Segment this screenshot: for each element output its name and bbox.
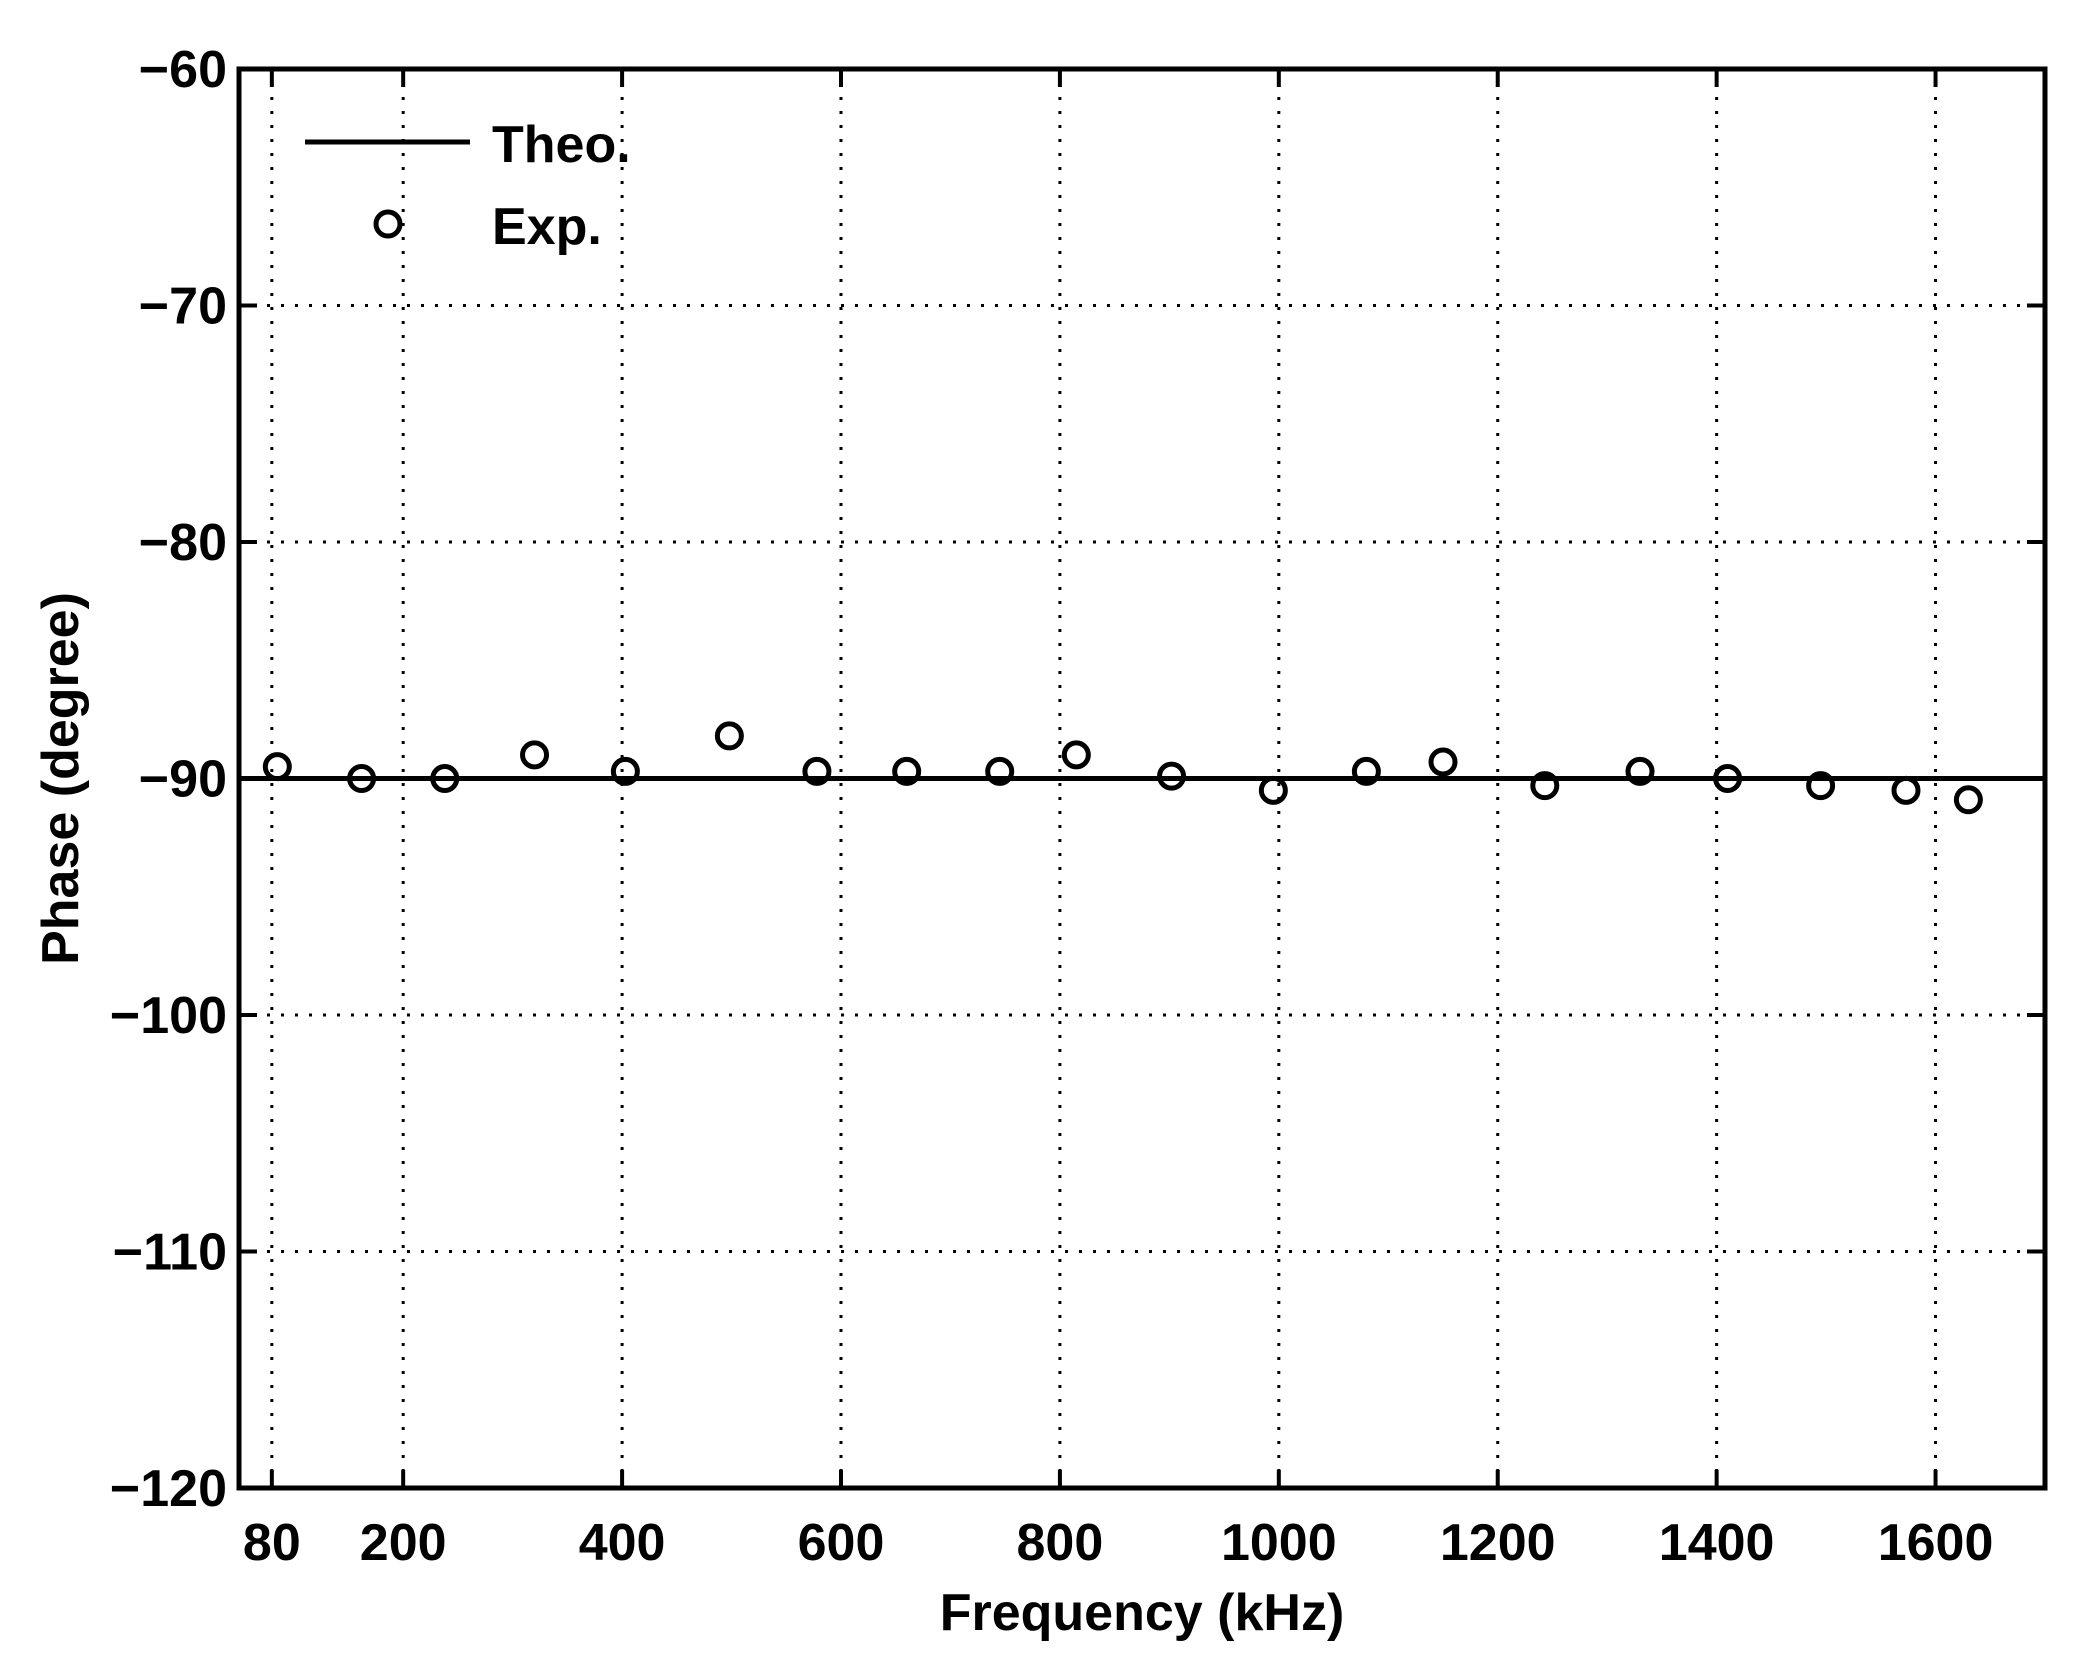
x-tick-label: 80 [243, 1514, 301, 1572]
exp-point [1891, 775, 1921, 805]
series-layer [239, 721, 2045, 815]
exp-point [520, 740, 550, 770]
exp-point [714, 721, 744, 751]
exp-point [1530, 771, 1560, 801]
legend-exp-label: Exp. [492, 198, 602, 256]
x-axis-title: Frequency (kHz) [940, 1584, 1345, 1642]
exp-point [1258, 775, 1288, 805]
exp-point [1061, 740, 1091, 770]
y-tick-label: −90 [139, 751, 227, 809]
y-tick-label: −100 [110, 987, 227, 1045]
exp-point [1157, 761, 1187, 791]
y-tick-label: −60 [139, 41, 227, 99]
x-tick-label: 600 [798, 1514, 885, 1572]
legend: Theo. Exp. [305, 116, 631, 256]
exp-point [347, 764, 377, 793]
y-tick-label: −80 [139, 514, 227, 572]
y-tick-label: −120 [110, 1460, 227, 1518]
x-tick-label: 1000 [1221, 1514, 1337, 1572]
exp-point [1428, 747, 1458, 777]
exp-point [1351, 756, 1381, 786]
y-tick-label: −70 [139, 278, 227, 336]
exp-point [1953, 785, 1983, 815]
y-tick-label: −110 [113, 1224, 227, 1282]
exp-point [1806, 771, 1836, 801]
y-tick-labels: −60 −70 −80 −90 −100 −110 −120 [110, 41, 227, 1518]
exp-point [802, 756, 832, 786]
x-tick-label: 1200 [1440, 1514, 1556, 1572]
exp-point [430, 764, 460, 793]
x-tick-label: 1400 [1659, 1514, 1775, 1572]
exp-point [892, 756, 922, 786]
x-tick-label: 400 [579, 1514, 666, 1572]
x-tick-label: 800 [1017, 1514, 1104, 1572]
exp-point [610, 756, 640, 786]
legend-exp-marker [373, 209, 403, 239]
x-tick-labels: 80 200 400 600 800 1000 1200 1400 1600 [243, 1514, 1993, 1572]
exp-point [262, 752, 292, 782]
tick-marks [239, 67, 2045, 1490]
legend-theo-label: Theo. [492, 116, 631, 174]
x-tick-label: 1600 [1878, 1514, 1994, 1572]
exp-point [985, 756, 1015, 786]
exp-point [1625, 756, 1655, 786]
y-axis-title: Phase (degree) [32, 592, 90, 965]
x-tick-label: 200 [360, 1514, 447, 1572]
exp-point [1713, 764, 1743, 793]
